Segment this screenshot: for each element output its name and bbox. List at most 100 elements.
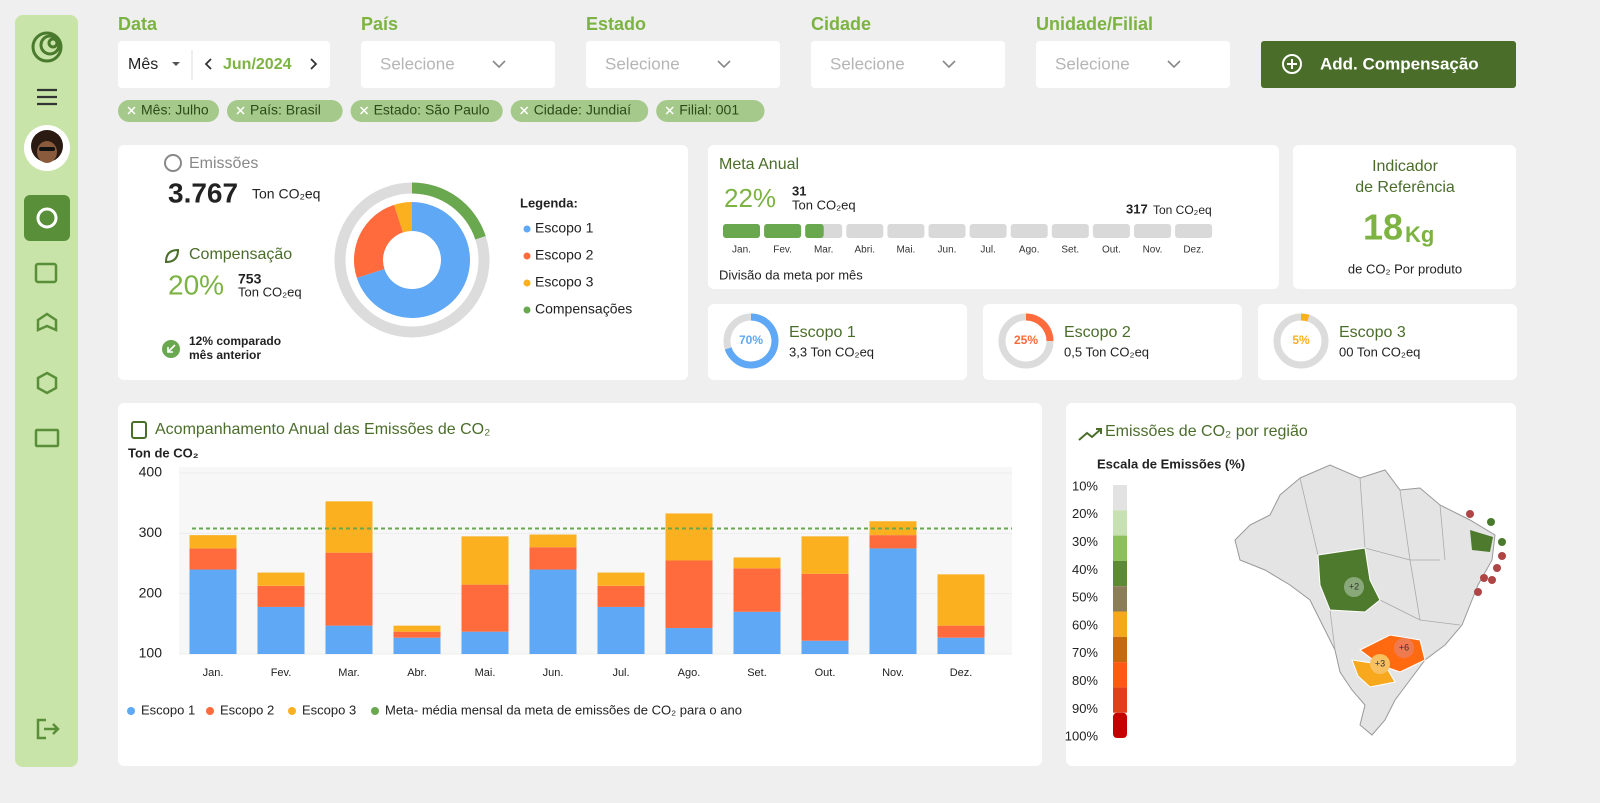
filter-label: Unidade/Filial — [1036, 14, 1153, 34]
emissions-card — [118, 145, 688, 380]
emissions-unit: Ton CO₂eq — [252, 186, 320, 202]
indicator-unit: Kg — [1405, 222, 1434, 247]
month-label: Out. — [1102, 245, 1121, 256]
scope-card — [1258, 304, 1517, 380]
x-tick-label: Jun. — [543, 667, 564, 679]
filter-box[interactable] — [1036, 41, 1230, 88]
nav-icon-certificate[interactable] — [36, 312, 58, 332]
x-tick-label: Jul. — [612, 667, 629, 679]
bar-segment — [461, 536, 509, 585]
scale-segment — [1113, 712, 1127, 738]
scope-cards: 70% Escopo 1 3,3 Ton CO₂eq 25% Escopo 2 0,5 T… — [708, 304, 1517, 380]
scale-segment — [1113, 687, 1127, 713]
chip-remove[interactable] — [360, 106, 369, 115]
legend-label: Escopo 1 — [141, 702, 195, 717]
filter-chip[interactable] — [510, 100, 649, 122]
y-tick-label: 400 — [139, 464, 163, 480]
scale-label: 70% — [1072, 645, 1098, 660]
bar-segment — [393, 625, 441, 632]
chip-remove[interactable] — [127, 106, 136, 115]
goal-percent: 22% — [724, 183, 776, 213]
y-tick-label: 200 — [139, 584, 163, 600]
region-badge — [1394, 638, 1414, 658]
filter-label: Cidade — [811, 14, 871, 34]
scope-ring — [1026, 313, 1054, 341]
scale-segment — [1113, 485, 1127, 511]
emissions-title: Emissões — [189, 155, 258, 172]
month-label: Abri. — [855, 245, 876, 256]
chip-remove[interactable] — [520, 106, 529, 115]
filter-mode[interactable]: Mês — [128, 56, 158, 73]
filter-chip[interactable] — [227, 100, 343, 122]
filter-chip[interactable] — [118, 100, 219, 122]
annual-goal-card — [708, 145, 1279, 289]
nav-icon-docs[interactable] — [34, 428, 60, 448]
month-track — [1010, 224, 1048, 238]
y-tick-label: 300 — [139, 524, 163, 540]
map-dots — [1487, 518, 1506, 546]
goal-target-unit: Ton CO₂eq — [1153, 203, 1212, 217]
bar-segment — [189, 569, 237, 654]
month-label: Jul. — [980, 245, 996, 256]
prev-button[interactable] — [204, 58, 212, 70]
bar-segment — [393, 637, 441, 654]
emission-scale: 10% 20% 30% 40% 50% 60% 70% 80% 90% 100% — [1065, 478, 1127, 744]
legend-title: Legenda: — [520, 195, 578, 210]
scale-title: Escala de Emissões (%) — [1097, 456, 1245, 471]
y-tick-label: 100 — [139, 645, 163, 661]
region-northeast[interactable] — [1470, 530, 1493, 552]
month-track — [1051, 224, 1089, 238]
add-compensation-button[interactable] — [1261, 41, 1516, 88]
goal-done: 31 — [792, 183, 806, 198]
nav-icon-reports[interactable] — [34, 262, 58, 284]
month-track — [887, 224, 925, 238]
month-label: Jun. — [938, 245, 957, 256]
filter-box[interactable] — [361, 41, 555, 88]
chevron — [717, 60, 731, 69]
filter-placeholder: Selecione — [830, 54, 905, 73]
chevron — [942, 60, 956, 69]
legend-label: Escopo 3 — [535, 274, 594, 290]
bar-segment — [597, 572, 645, 586]
scale-segment — [1113, 560, 1127, 587]
scope-percent: 70% — [739, 333, 763, 347]
scale-label: 100% — [1065, 729, 1099, 744]
filter-placeholder: Selecione — [605, 54, 680, 73]
bar-segment — [461, 631, 509, 654]
scope-amount: 3,3 Ton CO₂eq — [789, 344, 874, 359]
scale-segment — [1113, 636, 1127, 663]
brazil-map: +2 +6 +3 — [1234, 464, 1506, 736]
scope-card — [983, 304, 1242, 380]
month-label: Mai. — [896, 245, 915, 256]
region-badge — [1344, 577, 1364, 597]
menu-button[interactable] — [37, 88, 57, 106]
legend-dot — [523, 279, 531, 287]
bar-segment — [801, 640, 849, 654]
x-tick-label: Abr. — [407, 667, 427, 679]
scope-amount: 0,5 Ton CO₂eq — [1064, 344, 1149, 359]
bar-segment — [733, 557, 781, 569]
plus-icon — [1287, 59, 1297, 69]
filter-box[interactable] — [586, 41, 780, 88]
next-button[interactable] — [310, 58, 318, 70]
filter-box[interactable] — [811, 41, 1005, 88]
nav-icon-settings[interactable] — [36, 371, 58, 395]
bar-segment — [529, 569, 577, 654]
logout-button[interactable] — [36, 718, 60, 740]
goal-footer: Divisão da meta por mês — [719, 267, 863, 282]
scale-label: 20% — [1072, 506, 1098, 521]
filter-chip[interactable] — [350, 100, 503, 122]
chip-remove[interactable] — [236, 106, 245, 115]
bar-segment — [801, 573, 849, 641]
filter-box[interactable] — [118, 41, 330, 88]
avatar[interactable] — [24, 125, 70, 171]
y-axis-label: Ton de CO₂ — [128, 445, 199, 460]
add-compensation-label[interactable]: Add. Compensação — [1320, 54, 1479, 73]
nav-active[interactable] — [24, 195, 70, 241]
filter-chip[interactable] — [656, 100, 765, 122]
bar-segment — [325, 625, 373, 654]
scope-name: Escopo 1 — [789, 324, 856, 341]
chip-label: Filial: 001 — [679, 102, 739, 118]
chip-remove[interactable] — [665, 106, 674, 115]
